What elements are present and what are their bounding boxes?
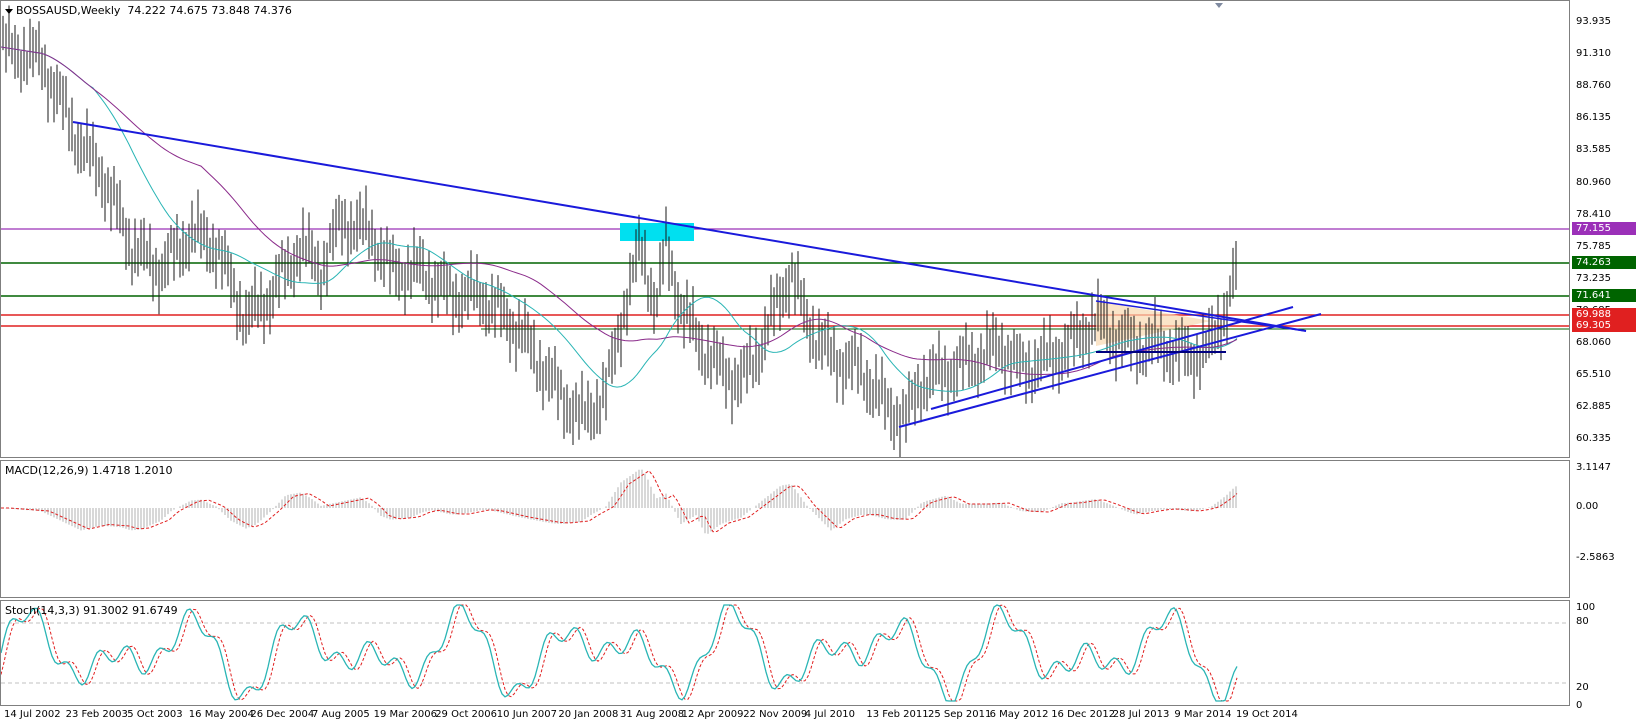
trendline-ascending-upper xyxy=(930,306,1294,410)
time-axis-label: 13 Feb 2011 xyxy=(866,709,929,720)
price-scale-label: 93.935 xyxy=(1576,16,1611,27)
time-axis-label: 5 Oct 2003 xyxy=(127,709,183,720)
time-axis-label: 14 Jul 2002 xyxy=(4,709,61,720)
stochastic-scale-label: 20 xyxy=(1576,682,1589,693)
price-chart-canvas[interactable] xyxy=(1,1,1570,458)
time-axis-label: 12 Apr 2009 xyxy=(681,709,744,720)
macd-pane[interactable]: MACD(12,26,9) 1.4718 1.2010 xyxy=(0,460,1570,598)
time-axis[interactable]: 14 Jul 2002 23 Feb 2003 5 Oct 2003 16 May 2… xyxy=(0,706,1570,725)
stochastic-scale-label: 100 xyxy=(1576,602,1596,613)
moving-average-slow xyxy=(1,46,1238,376)
time-axis-label: 19 Oct 2014 xyxy=(1236,709,1298,720)
price-scale-label: 86.135 xyxy=(1576,112,1611,124)
macd-axis[interactable]: 3.1147 0.00 -2.5863 xyxy=(1570,460,1636,598)
price-scale-label: 80.960 xyxy=(1576,176,1611,188)
moving-average-fast xyxy=(1,46,1238,392)
price-tag: 74.263 xyxy=(1572,256,1636,269)
price-scale-label: 83.585 xyxy=(1576,144,1611,156)
collapse-triangle-icon[interactable] xyxy=(5,8,13,14)
time-axis-label: 16 May 2004 xyxy=(188,709,255,720)
price-tag: 71.641 xyxy=(1572,289,1636,302)
stochastic-signal-line xyxy=(1,604,1238,702)
price-tag: 69.988 xyxy=(1572,308,1636,321)
price-scale-label: 75.785 xyxy=(1576,240,1611,252)
chart-title: BOSSAUSD,Weekly 74.222 74.675 73.848 74.… xyxy=(5,4,292,17)
price-chart-pane[interactable]: BOSSAUSD,Weekly 74.222 74.675 73.848 74.… xyxy=(0,0,1570,458)
stochastic-scale-label: 80 xyxy=(1576,616,1589,627)
time-axis-label: 6 May 2012 xyxy=(989,709,1049,720)
time-axis-label: 22 Nov 2009 xyxy=(743,709,808,720)
pattern-upper-line xyxy=(1095,300,1307,332)
symbol-label: BOSSAUSD,Weekly xyxy=(16,4,121,17)
price-scale-label: 73.235 xyxy=(1576,272,1611,284)
price-tag: 69.305 xyxy=(1572,319,1636,332)
price-tag: 77.155 xyxy=(1572,222,1636,235)
price-scale-label: 62.885 xyxy=(1576,401,1611,413)
macd-title: MACD(12,26,9) 1.4718 1.2010 xyxy=(5,464,173,477)
time-axis-label: 10 Jun 2007 xyxy=(496,709,557,720)
time-axis-label: 19 Mar 2006 xyxy=(373,709,437,720)
price-scale-label: 65.510 xyxy=(1576,369,1611,381)
time-axis-label: 28 Jul 2013 xyxy=(1112,709,1170,720)
stochastic-main-line xyxy=(1,604,1238,702)
price-scale-label: 68.060 xyxy=(1576,337,1611,348)
scroll-marker-icon xyxy=(1215,3,1223,8)
macd-scale-label: 0.00 xyxy=(1576,501,1599,512)
price-scale-label: 78.410 xyxy=(1576,208,1611,220)
time-axis-label: 4 Jul 2010 xyxy=(804,709,856,720)
stochastic-canvas[interactable] xyxy=(1,601,1570,706)
time-axis-label: 23 Feb 2003 xyxy=(65,709,128,720)
trendline-ascending-lower xyxy=(898,313,1322,428)
price-scale-label: 91.310 xyxy=(1576,48,1611,60)
macd-scale-label: 3.1147 xyxy=(1576,462,1611,473)
time-axis-label: 20 Jan 2008 xyxy=(558,709,619,720)
time-axis-label: 9 Mar 2014 xyxy=(1174,709,1232,720)
price-scale-label: 88.760 xyxy=(1576,80,1611,92)
ohlc-values: 74.222 74.675 73.848 74.376 xyxy=(127,4,292,17)
time-axis-label: 26 Dec 2004 xyxy=(250,709,315,720)
time-axis-label: 16 Dec 2012 xyxy=(1051,709,1116,720)
stochastic-axis[interactable]: 100 80 20 0 xyxy=(1570,600,1636,711)
stochastic-scale-label: 0 xyxy=(1576,700,1583,711)
time-axis-label: 25 Sep 2011 xyxy=(928,709,992,720)
stochastic-title: Stoch(14,3,3) 91.3002 91.6749 xyxy=(5,604,178,617)
macd-scale-label: -2.5863 xyxy=(1576,552,1615,563)
price-scale-label: 60.335 xyxy=(1576,433,1611,445)
macd-canvas[interactable] xyxy=(1,461,1570,598)
stochastic-pane[interactable]: Stoch(14,3,3) 91.3002 91.6749 xyxy=(0,600,1570,706)
macd-signal-line xyxy=(1,470,1238,533)
time-axis-label: 7 Aug 2005 xyxy=(312,709,370,720)
time-axis-label: 31 Aug 2008 xyxy=(620,709,685,720)
time-axis-label: 29 Oct 2006 xyxy=(435,709,498,720)
trendline-descending xyxy=(72,121,1307,332)
